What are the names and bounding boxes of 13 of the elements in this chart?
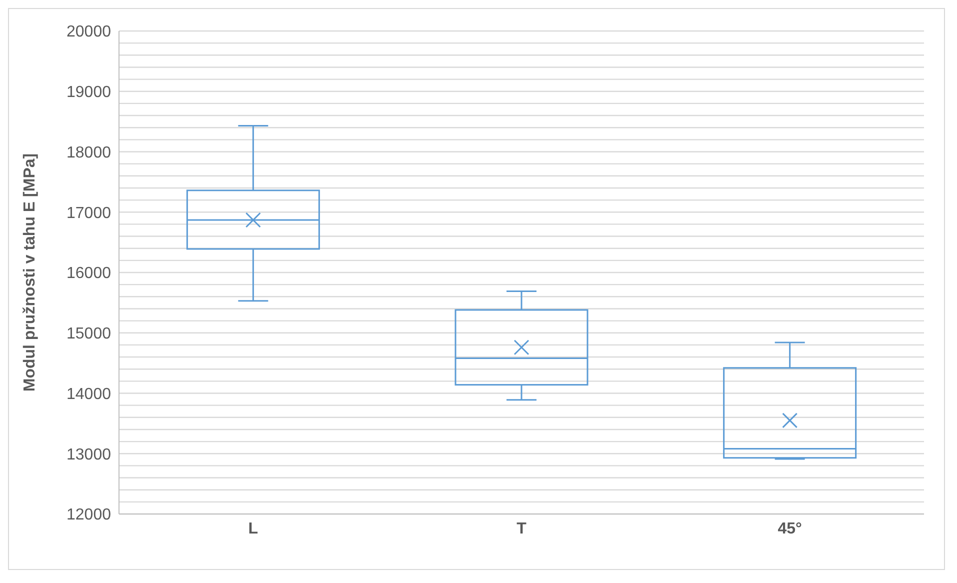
y-tick-label: 12000 — [66, 506, 112, 524]
y-tick-label: 16000 — [66, 265, 112, 282]
y-tick-label: 13000 — [66, 446, 112, 464]
x-tick-label: L — [248, 520, 258, 538]
y-tick-label: 19000 — [66, 84, 112, 102]
x-tick-label: T — [516, 520, 527, 538]
y-tick-label: 18000 — [66, 144, 112, 162]
y-tick-label: 14000 — [66, 386, 112, 403]
y-tick-label: 20000 — [66, 24, 112, 41]
x-tick-label: 45° — [778, 520, 802, 538]
y-tick-label: 17000 — [66, 204, 112, 222]
y-tick-label: 15000 — [66, 326, 112, 343]
y-axis-title: Modul pružnosti v tahu E [MPa] — [22, 153, 39, 392]
